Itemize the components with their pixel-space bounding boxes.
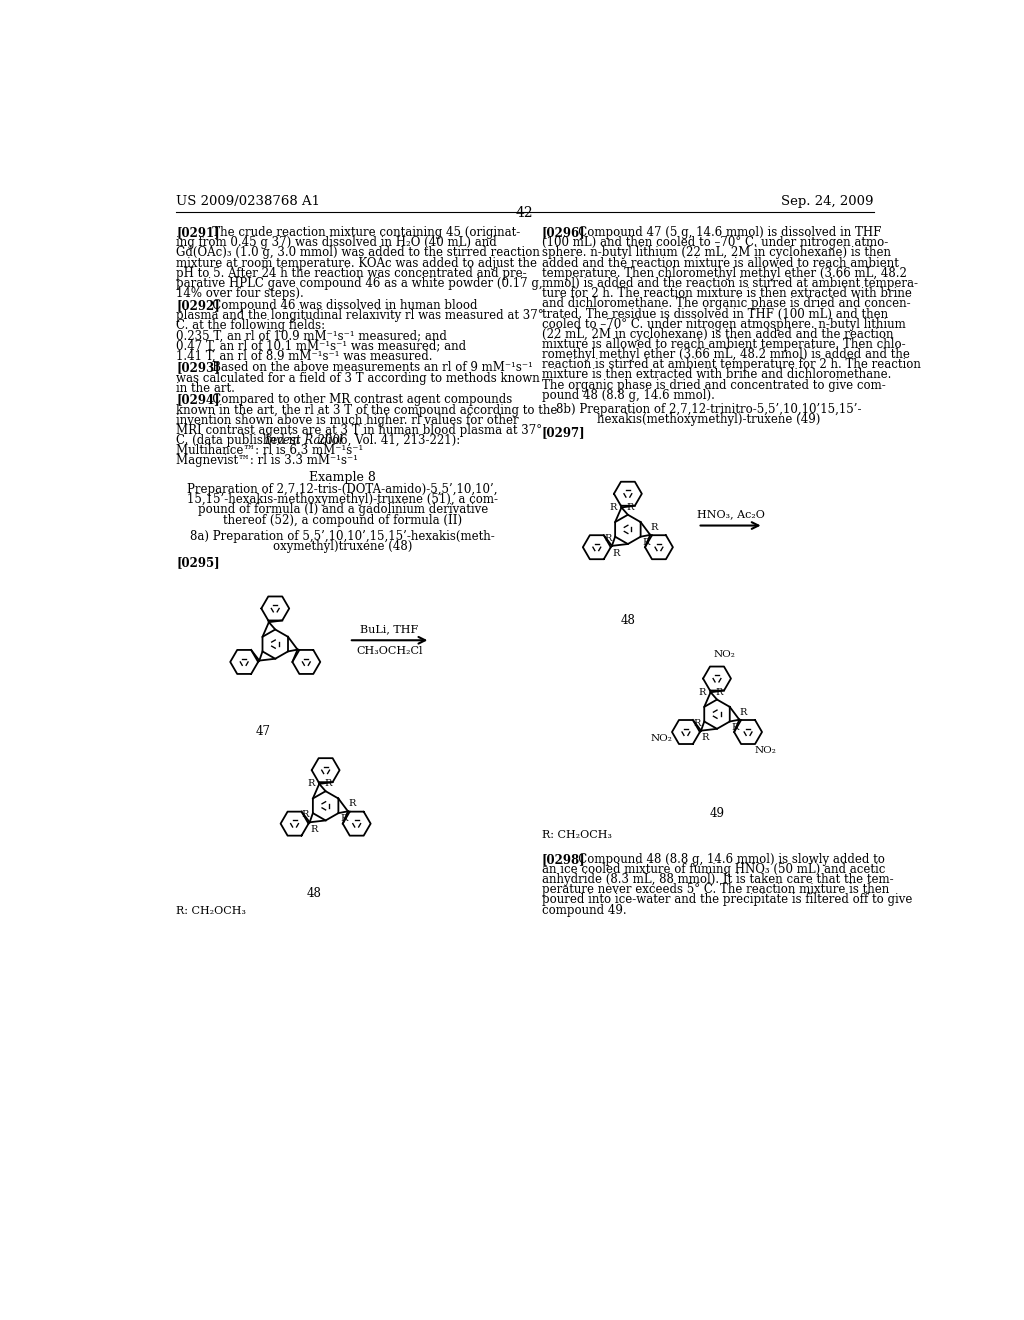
Text: Preparation of 2,7,12-tris-(DOTA-amido)-5,5’,10,10’,: Preparation of 2,7,12-tris-(DOTA-amido)-… [187, 483, 498, 496]
Text: C. at the following fields:: C. at the following fields: [176, 319, 326, 333]
Text: trated. The residue is dissolved in THF (100 mL) and then: trated. The residue is dissolved in THF … [542, 308, 888, 321]
Text: The crude reaction mixture containing 45 (originat-: The crude reaction mixture containing 45… [201, 226, 520, 239]
Text: Compound 46 was dissolved in human blood: Compound 46 was dissolved in human blood [201, 298, 477, 312]
Text: NO₂: NO₂ [755, 746, 777, 755]
Text: romethyl methyl ether (3.66 mL, 48.2 mmol) is added and the: romethyl methyl ether (3.66 mL, 48.2 mmo… [542, 348, 909, 362]
Text: R: CH₂OCH₃: R: CH₂OCH₃ [176, 906, 246, 916]
Text: ing from 0.45 g 37) was dissolved in H₂O (40 mL) and: ing from 0.45 g 37) was dissolved in H₂O… [176, 236, 497, 249]
Text: hexakis(methoxymethyl)-truxene (49): hexakis(methoxymethyl)-truxene (49) [597, 413, 820, 426]
Text: mmol) is added and the reaction is stirred at ambient tempera-: mmol) is added and the reaction is stirr… [542, 277, 918, 290]
Text: Gd(OAc)₃ (1.0 g, 3.0 mmol) was added to the stirred reaction: Gd(OAc)₃ (1.0 g, 3.0 mmol) was added to … [176, 247, 540, 260]
Text: added and the reaction mixture is allowed to reach ambient: added and the reaction mixture is allowe… [542, 256, 899, 269]
Text: C. (data published in: C. (data published in [176, 434, 304, 447]
Text: R: R [310, 825, 317, 834]
Text: was calculated for a field of 3 T according to methods known: was calculated for a field of 3 T accord… [176, 371, 540, 384]
Text: pound of formula (I) and a gadolinium derivative: pound of formula (I) and a gadolinium de… [198, 503, 487, 516]
Text: R: R [651, 523, 658, 532]
Text: [0292]: [0292] [176, 298, 220, 312]
Text: 1.41 T, an rl of 8.9 mM⁻¹s⁻¹ was measured.: 1.41 T, an rl of 8.9 mM⁻¹s⁻¹ was measure… [176, 350, 432, 363]
Text: 15,15’-hexakis-methoxymethyl)-truxene (51), a com-: 15,15’-hexakis-methoxymethyl)-truxene (5… [187, 494, 498, 506]
Text: 8a) Preparation of 5,5’,10,10’,15,15’-hexakis(meth-: 8a) Preparation of 5,5’,10,10’,15,15’-he… [190, 529, 495, 543]
Text: R: R [701, 734, 709, 742]
Text: R: R [642, 537, 649, 546]
Text: 0.47 T, an rl of 10.1 mM⁻¹s⁻¹ was measured; and: 0.47 T, an rl of 10.1 mM⁻¹s⁻¹ was measur… [176, 339, 466, 352]
Text: temperature. Then chloromethyl methyl ether (3.66 mL, 48.2: temperature. Then chloromethyl methyl et… [542, 267, 906, 280]
Text: Compound 47 (5 g, 14.6 mmol) is dissolved in THF: Compound 47 (5 g, 14.6 mmol) is dissolve… [566, 226, 881, 239]
Text: 49: 49 [710, 807, 725, 820]
Text: Sep. 24, 2009: Sep. 24, 2009 [781, 195, 873, 209]
Text: [0296]: [0296] [542, 226, 586, 239]
Text: pH to 5. After 24 h the reaction was concentrated and pre-: pH to 5. After 24 h the reaction was con… [176, 267, 526, 280]
Text: BuLi, THF: BuLi, THF [360, 624, 418, 634]
Text: Compound 48 (8.8 g, 14.6 mmol) is slowly added to: Compound 48 (8.8 g, 14.6 mmol) is slowly… [566, 853, 885, 866]
Text: R: R [731, 722, 738, 731]
Text: HNO₃, Ac₂O: HNO₃, Ac₂O [697, 510, 765, 519]
Text: reaction is stirred at ambient temperature for 2 h. The reaction: reaction is stirred at ambient temperatu… [542, 358, 921, 371]
Text: R: R [612, 549, 620, 557]
Text: R: R [740, 708, 748, 717]
Text: in the art.: in the art. [176, 381, 234, 395]
Text: mixture is then extracted with brine and dichloromethane.: mixture is then extracted with brine and… [542, 368, 891, 381]
Text: Compared to other MR contrast agent compounds: Compared to other MR contrast agent comp… [201, 393, 512, 407]
Text: Multihance™: rl is 6.3 mM⁻¹s⁻¹: Multihance™: rl is 6.3 mM⁻¹s⁻¹ [176, 445, 364, 457]
Text: R: CH₂OCH₃: R: CH₂OCH₃ [542, 830, 612, 840]
Text: 2006, Vol. 41, 213-221):: 2006, Vol. 41, 213-221): [314, 434, 460, 447]
Text: thereof (52), a compound of formula (II): thereof (52), a compound of formula (II) [223, 513, 462, 527]
Text: 42: 42 [516, 206, 534, 220]
Text: mixture is allowed to reach ambient temperature. Then chlo-: mixture is allowed to reach ambient temp… [542, 338, 905, 351]
Text: 14% over four steps).: 14% over four steps). [176, 288, 304, 300]
Text: R: R [302, 810, 309, 820]
Text: Magnevist™: rl is 3.3 mM⁻¹s⁻¹: Magnevist™: rl is 3.3 mM⁻¹s⁻¹ [176, 454, 358, 467]
Text: poured into ice-water and the precipitate is filtered off to give: poured into ice-water and the precipitat… [542, 894, 912, 907]
Text: [0297]: [0297] [542, 426, 586, 440]
Text: R: R [307, 779, 314, 788]
Text: NO₂: NO₂ [650, 734, 672, 743]
Text: US 2009/0238768 A1: US 2009/0238768 A1 [176, 195, 321, 209]
Text: R: R [627, 503, 634, 512]
Text: invention shown above is much higher. rl values for other: invention shown above is much higher. rl… [176, 413, 519, 426]
Text: sphere. n-butyl lithium (22 mL, 2M in cyclohexane) is then: sphere. n-butyl lithium (22 mL, 2M in cy… [542, 247, 891, 260]
Text: 48: 48 [621, 614, 635, 627]
Text: known in the art, the rl at 3 T of the compound according to the: known in the art, the rl at 3 T of the c… [176, 404, 557, 417]
Text: mixture at room temperature. KOAc was added to adjust the: mixture at room temperature. KOAc was ad… [176, 256, 537, 269]
Text: Example 8: Example 8 [309, 471, 376, 483]
Text: (22 mL, 2M in cyclohexane) is then added and the reaction: (22 mL, 2M in cyclohexane) is then added… [542, 327, 893, 341]
Text: NO₂: NO₂ [713, 649, 735, 659]
Text: parative HPLC gave compound 46 as a white powder (0.17 g,: parative HPLC gave compound 46 as a whit… [176, 277, 543, 290]
Text: Based on the above measurements an rl of 9 mM⁻¹s⁻¹: Based on the above measurements an rl of… [201, 362, 532, 375]
Text: pound 48 (8.8 g, 14.6 mmol).: pound 48 (8.8 g, 14.6 mmol). [542, 389, 715, 401]
Text: 47: 47 [256, 725, 271, 738]
Text: [0295]: [0295] [176, 556, 220, 569]
Text: R: R [604, 535, 611, 543]
Text: cooled to –70° C. under nitrogen atmosphere. n-butyl lithium: cooled to –70° C. under nitrogen atmosph… [542, 318, 905, 330]
Text: (100 mL) and then cooled to –70° C. under nitrogen atmo-: (100 mL) and then cooled to –70° C. unde… [542, 236, 888, 249]
Text: 48: 48 [306, 887, 322, 900]
Text: R: R [609, 503, 616, 512]
Text: R: R [698, 688, 706, 697]
Text: perature never exceeds 5° C. The reaction mixture is then: perature never exceeds 5° C. The reactio… [542, 883, 889, 896]
Text: R: R [348, 800, 356, 808]
Text: R: R [340, 814, 347, 824]
Text: [0291]: [0291] [176, 226, 220, 239]
Text: [0294]: [0294] [176, 393, 220, 407]
Text: R: R [324, 779, 332, 788]
Text: Invest Radiol: Invest Radiol [264, 434, 343, 447]
Text: R: R [693, 719, 700, 727]
Text: The organic phase is dried and concentrated to give com-: The organic phase is dried and concentra… [542, 379, 886, 392]
Text: an ice cooled mixture of fuming HNO₃ (50 mL) and acetic: an ice cooled mixture of fuming HNO₃ (50… [542, 863, 885, 876]
Text: ture for 2 h. The reaction mixture is then extracted with brine: ture for 2 h. The reaction mixture is th… [542, 288, 911, 300]
Text: CH₃OCH₂Cl: CH₃OCH₂Cl [356, 647, 423, 656]
Text: plasma and the longitudinal relaxivity rl was measured at 37°: plasma and the longitudinal relaxivity r… [176, 309, 544, 322]
Text: oxymethyl)truxene (48): oxymethyl)truxene (48) [273, 540, 413, 553]
Text: compound 49.: compound 49. [542, 904, 627, 916]
Text: and dichloromethane. The organic phase is dried and concen-: and dichloromethane. The organic phase i… [542, 297, 910, 310]
Text: [0298]: [0298] [542, 853, 586, 866]
Text: 8b) Preparation of 2,7,12-trinitro-5,5’,10,10’15,15’-: 8b) Preparation of 2,7,12-trinitro-5,5’,… [556, 403, 861, 416]
Text: 0.235 T, an rl of 10.9 mM⁻¹s⁻¹ measured; and: 0.235 T, an rl of 10.9 mM⁻¹s⁻¹ measured;… [176, 330, 446, 342]
Text: [0293]: [0293] [176, 362, 220, 375]
Text: anhydride (8.3 mL, 88 mmol). It is taken care that the tem-: anhydride (8.3 mL, 88 mmol). It is taken… [542, 873, 894, 886]
Text: R: R [716, 688, 723, 697]
Text: MRI contrast agents are at 3 T in human blood plasma at 37°: MRI contrast agents are at 3 T in human … [176, 424, 542, 437]
